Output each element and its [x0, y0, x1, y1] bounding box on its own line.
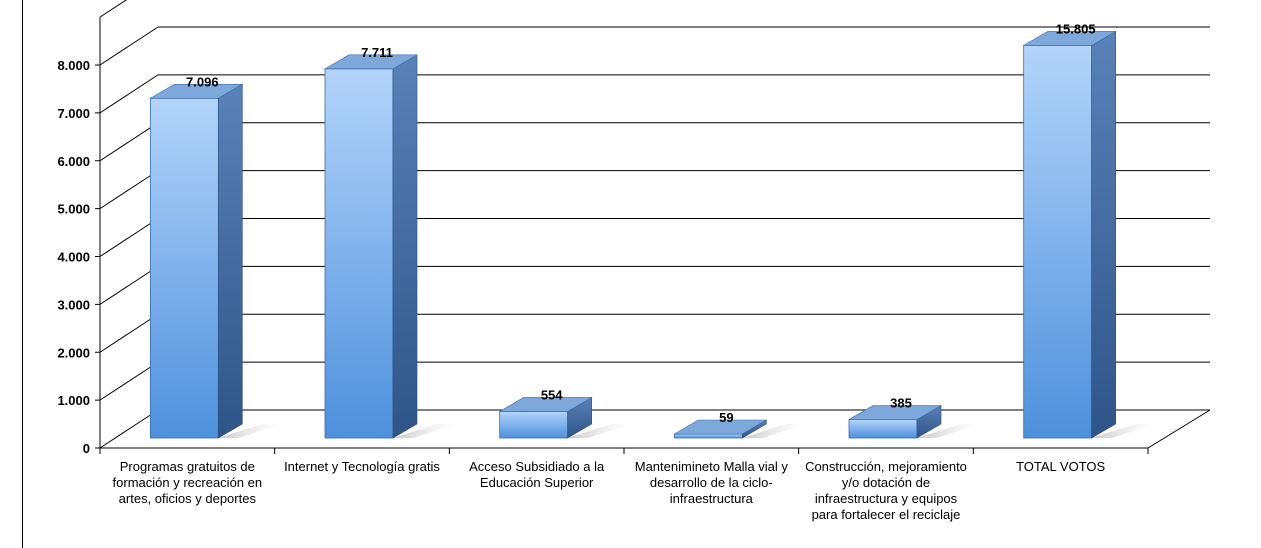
bar-0: [149, 97, 219, 439]
bar-top-4: [847, 405, 943, 420]
gridline-side-8: [99, 26, 159, 66]
gridline-side-2: [99, 313, 159, 353]
frame-left-border: [22, 0, 23, 548]
data-label-5: 15.805: [1056, 21, 1096, 36]
y-tick-label-1: 1.000: [57, 393, 90, 408]
y-tick-label-2: 2.000: [57, 345, 90, 360]
gridline-side-4: [99, 218, 159, 257]
bar-shadow-2: [567, 424, 632, 438]
gridline-side-top: [99, 0, 128, 18]
bar-3: [673, 433, 743, 439]
y-tick-label-4: 4.000: [57, 250, 90, 265]
y-tick-label-5: 5.000: [57, 202, 90, 217]
y-tick-label-3: 3.000: [57, 297, 90, 312]
gridline-side-0: [99, 409, 159, 449]
bar-shadow-5: [1091, 424, 1156, 438]
gridline-side-6: [99, 122, 159, 162]
floor-right-edge: [1147, 409, 1211, 449]
bar-shadow-3: [742, 424, 807, 438]
y-tick-label-6: 6.000: [57, 154, 90, 169]
bar-4: [848, 419, 918, 439]
bar-top-5: [1022, 31, 1117, 46]
bar-5: [1023, 45, 1093, 439]
bar-side-5: [1091, 30, 1116, 439]
gridline-side-5: [99, 170, 159, 210]
gridline-side-7: [99, 74, 159, 114]
data-labels: 7.096 7.711 554 59 385 15.805: [186, 21, 1095, 425]
gridline-side-3: [99, 265, 159, 305]
data-label-3: 59: [719, 410, 733, 425]
y-tick-label-8: 8.000: [57, 58, 90, 73]
bar-2: [499, 411, 569, 439]
bar-shadow-4: [917, 424, 981, 438]
bars: [149, 30, 1156, 439]
gridline-side-1: [99, 361, 159, 401]
data-label-2: 554: [541, 387, 563, 402]
bar-top-2: [498, 397, 593, 412]
y-tick-label-7: 7.000: [57, 106, 90, 121]
bar-shadow-0: [218, 424, 283, 438]
bar-top-1: [323, 54, 419, 70]
bar-side-1: [392, 54, 418, 439]
bar-side-0: [218, 83, 243, 439]
y-tick-label-0: 0: [83, 441, 90, 456]
bar-shadow-1: [393, 424, 457, 438]
bar-1: [324, 68, 394, 439]
bar-top-3: [673, 419, 768, 435]
y-axis: 0 1.000 2.000 3.000 4.000 5.000 6.000 7.000 8.00…: [57, 17, 1149, 456]
bar-top-0: [149, 83, 244, 99]
data-label-0: 7.096: [186, 74, 219, 89]
data-label-1: 7.711: [361, 45, 393, 60]
data-label-4: 385: [890, 396, 912, 411]
